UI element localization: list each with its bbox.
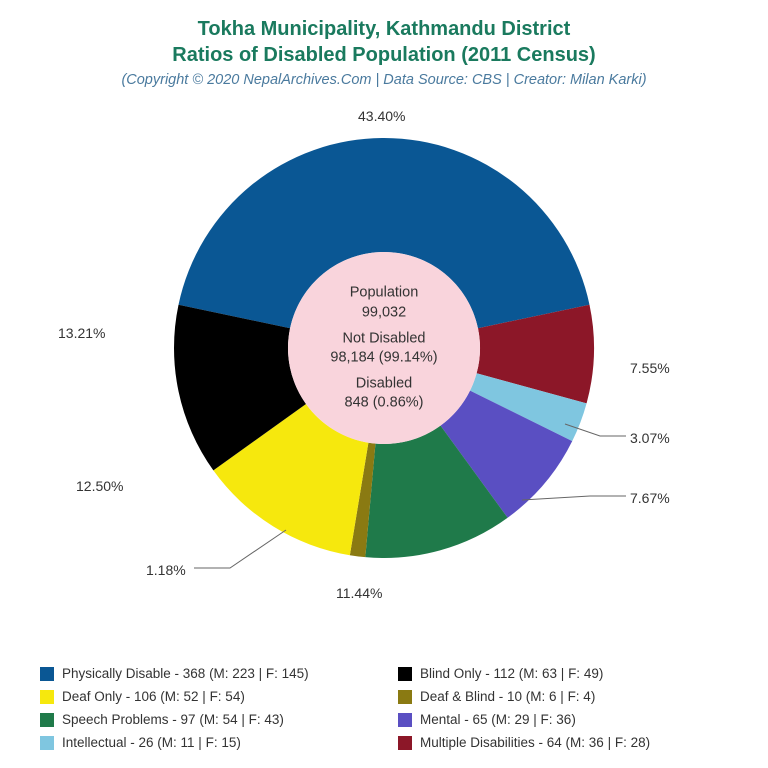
center-population-label: Population — [330, 284, 437, 304]
slice-label-mental: 7.67% — [630, 490, 670, 506]
slice-label-multiple: 7.55% — [630, 360, 670, 376]
legend-item-deaf: Deaf Only - 106 (M: 52 | F: 54) — [40, 689, 370, 704]
legend-item-blind: Blind Only - 112 (M: 63 | F: 49) — [398, 666, 728, 681]
legend-swatch-multiple — [398, 736, 412, 750]
slice-label-physically: 43.40% — [358, 108, 405, 124]
legend-swatch-physically — [40, 667, 54, 681]
legend-swatch-mental — [398, 713, 412, 727]
slice-label-deafblind: 1.18% — [146, 562, 186, 578]
legend-text-blind: Blind Only - 112 (M: 63 | F: 49) — [420, 666, 603, 681]
legend-text-deaf: Deaf Only - 106 (M: 52 | F: 54) — [62, 689, 245, 704]
legend-item-speech: Speech Problems - 97 (M: 54 | F: 43) — [40, 712, 370, 727]
legend-text-deafblind: Deaf & Blind - 10 (M: 6 | F: 4) — [420, 689, 595, 704]
center-notdisabled-label: Not Disabled — [330, 329, 437, 349]
donut-chart: Population 99,032 Not Disabled 98,184 (9… — [0, 100, 768, 640]
legend-swatch-deaf — [40, 690, 54, 704]
legend-item-deafblind: Deaf & Blind - 10 (M: 6 | F: 4) — [398, 689, 728, 704]
legend-swatch-speech — [40, 713, 54, 727]
chart-title-block: Tokha Municipality, Kathmandu District R… — [0, 0, 768, 88]
legend-swatch-blind — [398, 667, 412, 681]
title-line-1: Tokha Municipality, Kathmandu District — [0, 16, 768, 42]
legend-text-multiple: Multiple Disabilities - 64 (M: 36 | F: 2… — [420, 735, 650, 750]
slice-label-speech: 11.44% — [336, 585, 382, 601]
legend-item-intellectual: Intellectual - 26 (M: 11 | F: 15) — [40, 735, 370, 750]
slice-label-blind: 13.21% — [58, 325, 105, 341]
legend-text-physically: Physically Disable - 368 (M: 223 | F: 14… — [62, 666, 309, 681]
legend-text-mental: Mental - 65 (M: 29 | F: 36) — [420, 712, 576, 727]
legend-text-intellectual: Intellectual - 26 (M: 11 | F: 15) — [62, 735, 241, 750]
title-line-2: Ratios of Disabled Population (2011 Cens… — [0, 42, 768, 68]
legend-swatch-intellectual — [40, 736, 54, 750]
center-population-value: 99,032 — [330, 303, 437, 323]
center-notdisabled-value: 98,184 (99.14%) — [330, 348, 437, 368]
legend: Physically Disable - 368 (M: 223 | F: 14… — [40, 666, 728, 750]
center-disabled-label: Disabled — [330, 374, 437, 394]
legend-text-speech: Speech Problems - 97 (M: 54 | F: 43) — [62, 712, 284, 727]
center-summary: Population 99,032 Not Disabled 98,184 (9… — [330, 278, 437, 419]
legend-item-mental: Mental - 65 (M: 29 | F: 36) — [398, 712, 728, 727]
legend-swatch-deafblind — [398, 690, 412, 704]
center-disabled-value: 848 (0.86%) — [330, 394, 437, 414]
legend-item-multiple: Multiple Disabilities - 64 (M: 36 | F: 2… — [398, 735, 728, 750]
slice-label-deaf: 12.50% — [76, 478, 123, 494]
slice-label-intellectual: 3.07% — [630, 430, 670, 446]
legend-item-physically: Physically Disable - 368 (M: 223 | F: 14… — [40, 666, 370, 681]
